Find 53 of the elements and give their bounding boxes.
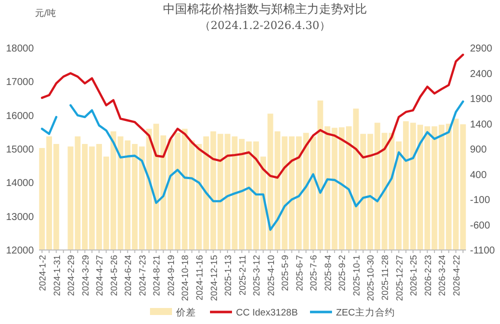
- y-tick-label: 17000: [6, 77, 34, 88]
- y-tick-label: 14000: [6, 178, 34, 190]
- x-tick-label: 2025-11-28: [380, 255, 390, 300]
- x-tick-label: 2024-4-27: [94, 255, 105, 296]
- chart-title: 中国棉花价格指数与郑棉主力走势对比: [163, 2, 367, 16]
- x-tick-label: 2024-9-19: [166, 255, 176, 296]
- x-tick-label: 2025-9-2: [337, 255, 348, 292]
- line-series: [40, 54, 464, 179]
- x-tick-label: 2025-6-7: [294, 255, 304, 292]
- x-tick-label: 2024-1-2: [38, 255, 48, 292]
- x-tick-label: 2025-4-10: [266, 255, 276, 296]
- x-tick-label: 2024-1-31: [52, 255, 62, 296]
- y2-tick-label: -1100: [470, 246, 496, 256]
- y-tick-label: 12000: [6, 246, 34, 256]
- x-tick-label: 2024-11-16: [194, 255, 204, 300]
- chart-subtitle: （2024.1.2-2026.4.30）: [200, 19, 330, 32]
- x-tick-label: 2024-8-21: [152, 255, 162, 296]
- x-tick-label: 2025-1-13: [223, 255, 234, 296]
- x-tick-label: 2026-2-23: [422, 255, 433, 296]
- x-tick-label: 2024-6-24: [123, 255, 134, 296]
- y-tick-label: 13000: [6, 212, 34, 223]
- x-tick-label: 2026-1-25: [408, 255, 419, 296]
- y2-tick-label: 2900: [470, 44, 493, 54]
- y2-tick-label: 900: [470, 144, 488, 156]
- x-tick-label: 2025-10-30: [366, 255, 376, 302]
- x-tick-label: 2025-3-12: [252, 255, 262, 296]
- x-tick-label: 2025-2-11: [237, 255, 248, 296]
- x-tick-label: 2025-10-1: [351, 255, 362, 296]
- y2-tick-label: 2400: [470, 68, 493, 80]
- y2-tick-label: 400: [470, 170, 488, 181]
- y2-tick-label: 1400: [470, 119, 493, 130]
- x-tick-label: 2026-3-24: [437, 255, 448, 296]
- x-tick-label: 2026-4-22: [451, 255, 462, 296]
- x-tick-label: 2025-7-6: [308, 255, 319, 292]
- x-tick-label: 2024-12-15: [208, 255, 219, 302]
- x-tick-label: 2024-3-29: [80, 255, 90, 296]
- x-tick-label: 2025-5-9: [280, 255, 290, 292]
- x-tick-label: 2024-10-18: [180, 255, 190, 302]
- y-tick-label: 18000: [6, 44, 34, 54]
- y-tick-label: 16000: [6, 110, 34, 122]
- y-tick-label: 15000: [6, 144, 34, 156]
- y2-tick-label: -600: [470, 220, 490, 232]
- legend-label: CC Idex3128B: [236, 308, 298, 318]
- legend-label: ZEC主力合约: [336, 306, 395, 318]
- y2-tick-label: 1900: [470, 94, 493, 105]
- x-tick-label: 2025-8-4: [322, 255, 333, 292]
- legend-label: 价差: [175, 306, 196, 318]
- x-tick-label: 2024-7-23: [137, 255, 148, 296]
- x-tick-label: 2025-12-27: [394, 255, 404, 302]
- y2-tick-label: -100: [470, 195, 490, 206]
- x-tick-label: 2024-5-26: [108, 255, 119, 296]
- x-tick-label: 2024-2-29: [66, 255, 76, 296]
- y-axis-title: 元/吨: [35, 8, 56, 19]
